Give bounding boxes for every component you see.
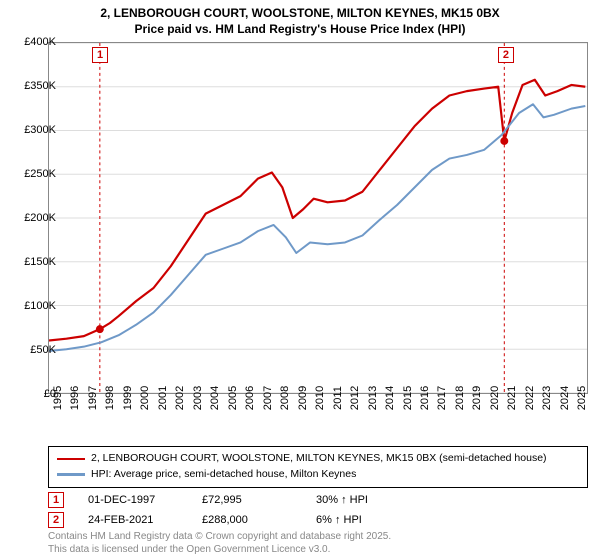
footer-line-2: This data is licensed under the Open Gov…: [48, 544, 588, 557]
x-tick-label: 2010: [314, 386, 326, 410]
marker-2-price: £288,000: [202, 514, 292, 526]
title-line-2: Price paid vs. HM Land Registry's House …: [10, 22, 590, 38]
legend-swatch-property: [57, 458, 85, 461]
footer-attribution: Contains HM Land Registry data © Crown c…: [48, 531, 588, 556]
x-tick-label: 2014: [384, 386, 396, 410]
x-tick-label: 2009: [297, 386, 309, 410]
marker-1-price: £72,995: [202, 494, 292, 506]
x-tick-label: 1996: [69, 386, 81, 410]
x-tick-label: 2012: [349, 386, 361, 410]
footer-line-1: Contains HM Land Registry data © Crown c…: [48, 531, 588, 544]
marker-badge-1: 1: [48, 492, 64, 508]
title-block: 2, LENBOROUGH COURT, WOOLSTONE, MILTON K…: [0, 0, 600, 41]
x-tick-label: 2025: [576, 386, 588, 410]
y-tick-label: £150K: [24, 256, 56, 268]
marker-badge-2-on-chart: 2: [498, 47, 514, 63]
x-tick-label: 2021: [506, 386, 518, 410]
marker-row-1: 1 01-DEC-1997 £72,995 30% ↑ HPI: [48, 490, 588, 510]
legend-swatch-hpi: [57, 473, 85, 476]
x-tick-label: 2004: [209, 386, 221, 410]
marker-1-delta: 30% ↑ HPI: [316, 494, 406, 506]
legend-label-property: 2, LENBOROUGH COURT, WOOLSTONE, MILTON K…: [91, 451, 547, 467]
x-tick-label: 2007: [262, 386, 274, 410]
x-tick-label: 2002: [174, 386, 186, 410]
legend: 2, LENBOROUGH COURT, WOOLSTONE, MILTON K…: [48, 446, 588, 488]
marker-badge-2: 2: [48, 512, 64, 528]
y-tick-label: £250K: [24, 168, 56, 180]
x-tick-label: 2008: [279, 386, 291, 410]
x-tick-label: 2001: [157, 386, 169, 410]
y-tick-label: £100K: [24, 300, 56, 312]
x-tick-label: 1998: [104, 386, 116, 410]
x-tick-label: 2003: [192, 386, 204, 410]
marker-2-date: 24-FEB-2021: [88, 514, 178, 526]
legend-item-property: 2, LENBOROUGH COURT, WOOLSTONE, MILTON K…: [57, 451, 579, 467]
x-tick-label: 2000: [139, 386, 151, 410]
x-tick-label: 1995: [52, 386, 64, 410]
x-tick-label: 2011: [332, 386, 344, 410]
x-tick-label: 2015: [402, 386, 414, 410]
x-tick-label: 2006: [244, 386, 256, 410]
y-tick-label: £400K: [24, 36, 56, 48]
y-tick-label: £350K: [24, 80, 56, 92]
title-line-1: 2, LENBOROUGH COURT, WOOLSTONE, MILTON K…: [10, 6, 590, 22]
x-tick-label: 2023: [541, 386, 553, 410]
x-tick-label: 2022: [524, 386, 536, 410]
x-tick-label: 2016: [419, 386, 431, 410]
marker-table: 1 01-DEC-1997 £72,995 30% ↑ HPI 2 24-FEB…: [48, 490, 588, 530]
x-tick-label: 2005: [227, 386, 239, 410]
x-tick-label: 2024: [559, 386, 571, 410]
x-tick-label: 1999: [122, 386, 134, 410]
legend-label-hpi: HPI: Average price, semi-detached house,…: [91, 467, 356, 483]
legend-item-hpi: HPI: Average price, semi-detached house,…: [57, 467, 579, 483]
chart-svg: [49, 43, 587, 393]
x-tick-label: 2013: [367, 386, 379, 410]
chart-plot-area: 1 2: [48, 42, 588, 394]
chart-container: 2, LENBOROUGH COURT, WOOLSTONE, MILTON K…: [0, 0, 600, 560]
y-tick-label: £200K: [24, 212, 56, 224]
x-tick-label: 1997: [87, 386, 99, 410]
marker-row-2: 2 24-FEB-2021 £288,000 6% ↑ HPI: [48, 510, 588, 530]
marker-1-date: 01-DEC-1997: [88, 494, 178, 506]
x-tick-label: 2019: [471, 386, 483, 410]
x-tick-label: 2017: [436, 386, 448, 410]
y-tick-label: £50K: [30, 344, 56, 356]
marker-badge-1-on-chart: 1: [92, 47, 108, 63]
x-tick-label: 2020: [489, 386, 501, 410]
x-tick-label: 2018: [454, 386, 466, 410]
y-tick-label: £300K: [24, 124, 56, 136]
marker-2-delta: 6% ↑ HPI: [316, 514, 406, 526]
